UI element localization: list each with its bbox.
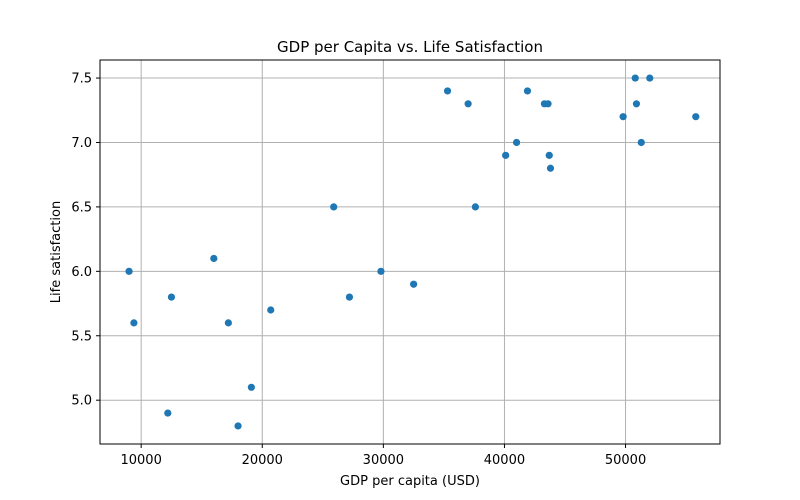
data-point — [502, 151, 510, 159]
data-point — [523, 87, 532, 95]
chart-title: GDP per Capita vs. Life Satisfaction — [277, 38, 543, 56]
data-point — [267, 306, 275, 314]
x-axis-ticks: 10000 20000 30000 40000 50000 — [120, 444, 646, 468]
x-tick-label: 50000 — [605, 453, 646, 468]
x-tick-label: 30000 — [363, 453, 404, 468]
data-point — [471, 203, 479, 211]
y-axis-ticks: 5.0 5.5 6.0 6.5 7.0 7.5 — [71, 72, 100, 409]
data-point — [224, 319, 232, 327]
data-point — [330, 203, 338, 211]
y-tick-label: 6.0 — [71, 265, 92, 280]
plot-frame — [99, 59, 721, 445]
data-point — [234, 422, 242, 430]
data-point — [464, 100, 472, 108]
data-point — [247, 383, 255, 391]
data-point — [130, 319, 138, 327]
grid-lines — [100, 60, 720, 444]
data-point — [646, 74, 654, 82]
y-axis-label: Life satisfaction — [49, 201, 64, 303]
data-point — [377, 267, 385, 275]
data-point — [345, 293, 354, 301]
x-tick-label: 40000 — [484, 453, 525, 468]
y-tick-label: 5.5 — [71, 329, 92, 344]
data-point — [637, 138, 645, 147]
data-point — [545, 151, 553, 159]
x-axis-label: GDP per capita (USD) — [340, 474, 480, 489]
data-point — [443, 87, 452, 95]
data-point — [410, 280, 418, 288]
y-tick-label: 5.0 — [71, 394, 92, 409]
y-tick-label: 7.0 — [71, 136, 92, 151]
x-tick-label: 10000 — [120, 453, 161, 468]
data-point — [692, 113, 700, 121]
data-point — [546, 164, 555, 172]
x-tick-label: 20000 — [242, 453, 283, 468]
data-point — [631, 74, 639, 82]
data-point — [544, 100, 552, 108]
y-tick-label: 7.5 — [71, 72, 92, 87]
data-point — [512, 138, 521, 147]
y-tick-label: 6.5 — [71, 200, 92, 215]
data-point — [167, 293, 176, 301]
data-point — [210, 254, 218, 263]
data-point — [632, 100, 641, 108]
data-point — [125, 267, 133, 275]
data-points — [125, 74, 700, 430]
data-point — [619, 113, 627, 121]
data-point — [164, 409, 172, 417]
